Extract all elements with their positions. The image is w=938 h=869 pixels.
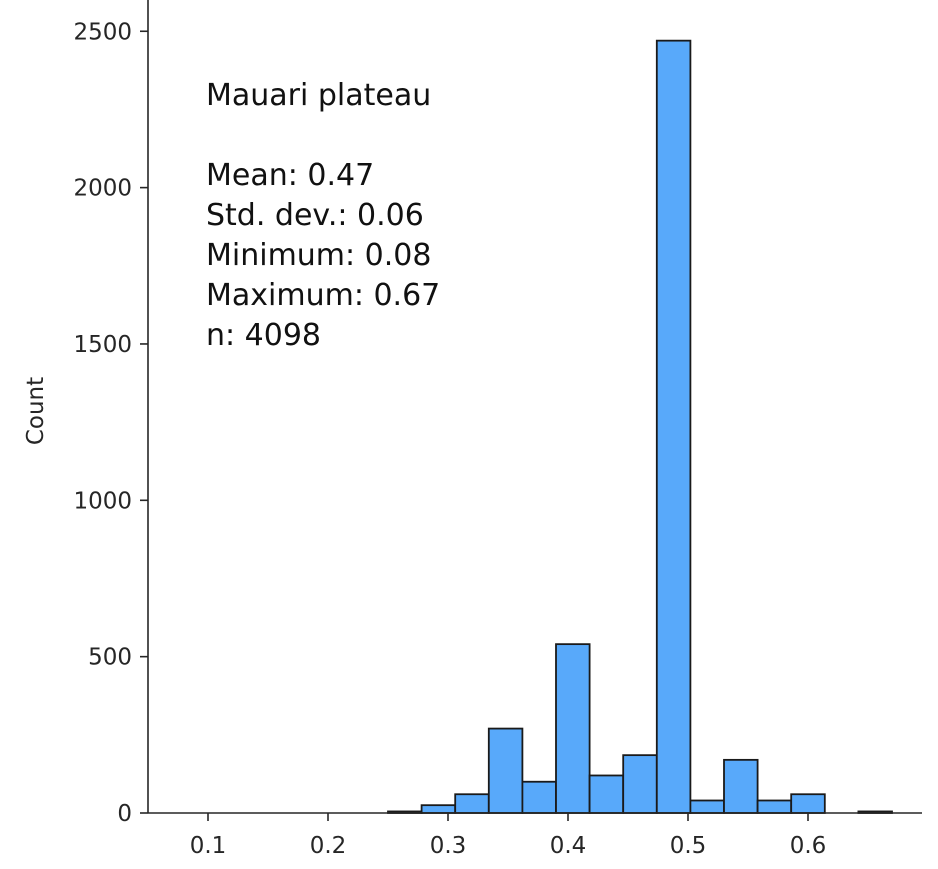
histogram-bar-6 bbox=[588, 774, 625, 814]
y-tick-label-2: 1000 bbox=[73, 488, 132, 514]
x-tick-label-4: 0.5 bbox=[670, 833, 707, 859]
x-tick-label-2: 0.3 bbox=[430, 833, 467, 859]
histogram-bar-8 bbox=[655, 39, 692, 814]
annotation-line-2: Mean: 0.47 bbox=[206, 158, 374, 193]
histogram-bar-2 bbox=[454, 793, 490, 814]
annotation-line-3: Std. dev.: 0.06 bbox=[206, 198, 424, 233]
x-tick-label-0: 0.1 bbox=[190, 833, 227, 859]
histogram-bar-5 bbox=[555, 643, 591, 814]
histogram-bar-7 bbox=[622, 754, 658, 814]
x-tick-label-1: 0.2 bbox=[310, 833, 347, 859]
stats-annotation: Mauari plateau Mean: 0.47 Std. dev.: 0.06 M… bbox=[206, 78, 440, 353]
y-tick-label-5: 2500 bbox=[73, 19, 132, 45]
y-tick-label-3: 1500 bbox=[73, 332, 132, 358]
histogram-bar-1 bbox=[420, 804, 457, 814]
histogram-bar-12 bbox=[790, 793, 826, 814]
histogram-bar-9 bbox=[689, 799, 725, 814]
annotation-line-6: n: 4098 bbox=[206, 318, 321, 353]
x-ticks: 0.1 0.2 0.3 0.4 0.5 0.6 bbox=[190, 813, 827, 859]
histogram-bar-11 bbox=[756, 799, 793, 814]
histogram-bar-10 bbox=[723, 758, 759, 814]
y-tick-label-1: 500 bbox=[88, 645, 132, 671]
x-tick-label-5: 0.6 bbox=[790, 833, 827, 859]
histogram-bar-3 bbox=[487, 727, 524, 814]
histogram-bars bbox=[387, 39, 893, 814]
annotation-line-4: Minimum: 0.08 bbox=[206, 238, 431, 273]
histogram-bar-4 bbox=[521, 780, 557, 814]
annotation-line-0: Mauari plateau bbox=[206, 78, 431, 113]
y-ticks: 0 500 1000 1500 2000 2500 bbox=[73, 19, 148, 827]
axes bbox=[147, 0, 922, 814]
y-axis-label: Count bbox=[23, 377, 49, 445]
annotation-line-5: Maximum: 0.67 bbox=[206, 278, 440, 313]
y-tick-label-0: 0 bbox=[117, 801, 132, 827]
y-tick-label-4: 2000 bbox=[73, 176, 132, 202]
x-tick-label-3: 0.4 bbox=[550, 833, 587, 859]
